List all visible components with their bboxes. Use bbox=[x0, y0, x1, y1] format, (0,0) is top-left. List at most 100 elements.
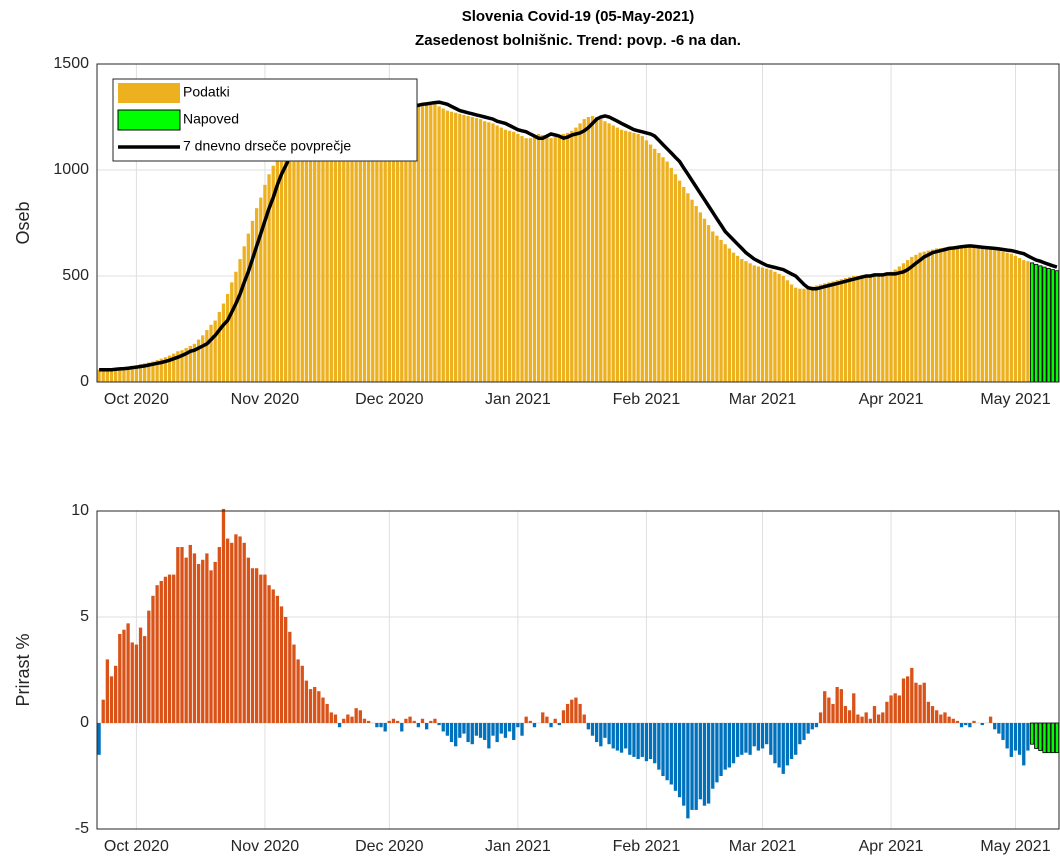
bar bbox=[557, 723, 561, 726]
bar bbox=[673, 174, 678, 382]
y-axis-label: Oseb bbox=[13, 201, 33, 244]
bar bbox=[126, 623, 130, 723]
bar bbox=[636, 133, 640, 382]
bar bbox=[565, 703, 570, 723]
bar bbox=[167, 355, 172, 382]
bar bbox=[221, 508, 226, 723]
bar bbox=[959, 723, 964, 728]
bar bbox=[288, 140, 292, 382]
bar bbox=[723, 723, 727, 770]
bar bbox=[424, 102, 429, 382]
bar bbox=[429, 720, 433, 723]
bar bbox=[400, 106, 404, 383]
bar bbox=[491, 123, 495, 383]
bar bbox=[686, 193, 690, 382]
bar bbox=[628, 723, 632, 755]
bar bbox=[395, 107, 400, 383]
bar bbox=[785, 723, 790, 766]
bar bbox=[876, 714, 881, 723]
bar bbox=[806, 723, 810, 734]
bar bbox=[823, 691, 827, 723]
bar bbox=[296, 659, 300, 723]
bar bbox=[254, 208, 259, 382]
bar bbox=[653, 723, 657, 764]
y-tick-label: 0 bbox=[80, 714, 89, 731]
bar bbox=[752, 723, 756, 747]
bar bbox=[454, 723, 458, 747]
bar bbox=[462, 723, 466, 734]
bar bbox=[329, 119, 333, 383]
bar bbox=[151, 361, 155, 382]
bar bbox=[499, 723, 503, 734]
bar bbox=[445, 110, 450, 382]
bar bbox=[1009, 253, 1013, 382]
bar bbox=[441, 108, 445, 383]
bar bbox=[827, 282, 831, 382]
bar bbox=[835, 280, 839, 382]
bar bbox=[507, 130, 512, 382]
bar bbox=[424, 723, 429, 730]
bar bbox=[632, 132, 636, 382]
bar bbox=[313, 686, 317, 723]
bar bbox=[122, 629, 126, 723]
bar bbox=[922, 251, 926, 382]
x-tick-label: Oct 2020 bbox=[104, 838, 169, 855]
bar bbox=[698, 723, 702, 800]
bar bbox=[234, 534, 238, 723]
bar bbox=[528, 720, 532, 723]
bar bbox=[740, 259, 744, 382]
bar bbox=[487, 723, 491, 749]
bar bbox=[1022, 723, 1026, 766]
bar bbox=[176, 547, 180, 723]
bar bbox=[856, 276, 860, 382]
bar bbox=[138, 627, 143, 723]
bar bbox=[810, 286, 814, 382]
bar bbox=[549, 723, 553, 728]
y-tick-label: -5 bbox=[75, 820, 89, 837]
bar bbox=[304, 680, 309, 723]
bar bbox=[644, 140, 649, 382]
bar bbox=[628, 131, 632, 382]
bar bbox=[134, 365, 139, 382]
bar bbox=[897, 266, 902, 382]
bar bbox=[541, 712, 545, 723]
bar bbox=[806, 287, 810, 382]
bar bbox=[209, 324, 213, 382]
bar bbox=[935, 710, 939, 723]
bar bbox=[97, 723, 101, 755]
bar bbox=[503, 129, 508, 382]
bar bbox=[134, 644, 139, 723]
bar bbox=[582, 119, 586, 383]
bar bbox=[715, 235, 719, 382]
bar bbox=[711, 723, 715, 789]
bar bbox=[603, 723, 607, 738]
bar bbox=[619, 723, 624, 753]
bar bbox=[781, 276, 785, 382]
bar bbox=[711, 231, 715, 382]
bar bbox=[599, 723, 603, 747]
bar bbox=[893, 693, 897, 723]
bar bbox=[205, 553, 209, 723]
bar bbox=[284, 617, 288, 723]
bar bbox=[773, 723, 777, 764]
axes-frame bbox=[96, 510, 1060, 830]
bar bbox=[682, 723, 686, 806]
bar bbox=[470, 723, 474, 745]
bar bbox=[238, 536, 242, 723]
x-tick-label: Apr 2021 bbox=[859, 391, 924, 408]
bar bbox=[138, 364, 143, 382]
legend-swatch bbox=[117, 109, 181, 131]
bar bbox=[997, 723, 1001, 734]
bar bbox=[366, 112, 371, 382]
bar bbox=[744, 261, 748, 382]
bar bbox=[843, 706, 848, 723]
bar bbox=[114, 368, 118, 382]
bar bbox=[910, 667, 914, 723]
bar bbox=[574, 127, 578, 382]
bar bbox=[694, 723, 698, 810]
bar bbox=[586, 723, 591, 730]
bar bbox=[213, 561, 217, 723]
bar bbox=[897, 695, 902, 723]
bar bbox=[416, 103, 421, 382]
